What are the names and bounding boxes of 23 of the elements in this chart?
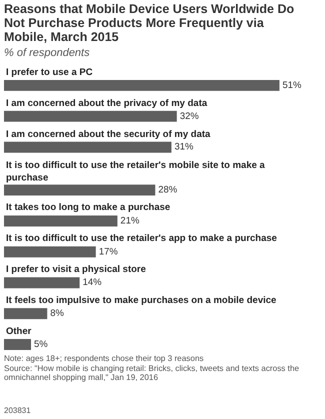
y-tick-label: It is too difficult to use the retailer's mobile site to make a purchase: [6, 160, 266, 184]
data-label: 17%: [98, 246, 118, 258]
y-tick-label: It feels too impulsive to make purchases on a mobile device: [6, 295, 276, 306]
y-tick-label: I am concerned about the privacy of my data: [6, 98, 208, 109]
data-label: 32%: [180, 110, 200, 122]
y-tick-label: It is too difficult to use the retailer's app to make a purchase: [6, 233, 277, 244]
data-label: 8%: [50, 308, 64, 320]
data-label: 14%: [82, 277, 102, 288]
y-tick-label: I prefer to visit a physical store: [6, 264, 146, 275]
data-label: 21%: [120, 215, 140, 226]
data-label: 51%: [282, 80, 302, 91]
annotation: Note: ages 18+; respondents chose their top 3 reasons: [4, 354, 204, 363]
y-tick-label: It takes too long to make a purchase: [6, 202, 170, 213]
data-label: 31%: [174, 142, 194, 153]
data-label: 5%: [34, 339, 48, 350]
y-tick-label: I am concerned about the security of my data: [6, 129, 212, 140]
text: 203831: [4, 406, 31, 415]
y-tick-label: Other: [6, 326, 32, 337]
chart-title: Reasons that Mobile Device Users Worldwide Do Not Purchase Products More Frequently via Mobile, March 2015: [4, 2, 296, 44]
annotation: Source: "How mobile is changing retail: Bricks, clicks, tweets and texts across the omnichannel shopping mall," Jan 19, 2016: [4, 364, 300, 382]
data-label: 28%: [158, 184, 178, 196]
y-tick-label: I prefer to use a PC: [6, 67, 93, 78]
chart-subtitle: % of respondents: [4, 47, 90, 59]
